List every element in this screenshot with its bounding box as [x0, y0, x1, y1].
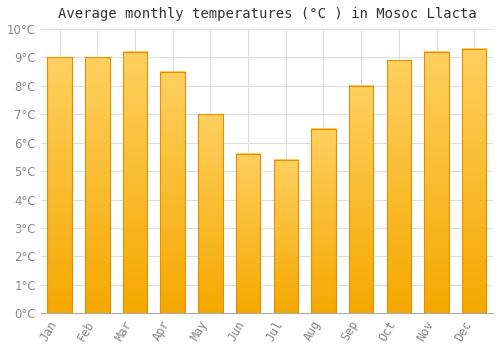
Title: Average monthly temperatures (°C ) in Mosoc Llacta: Average monthly temperatures (°C ) in Mo… — [58, 7, 476, 21]
